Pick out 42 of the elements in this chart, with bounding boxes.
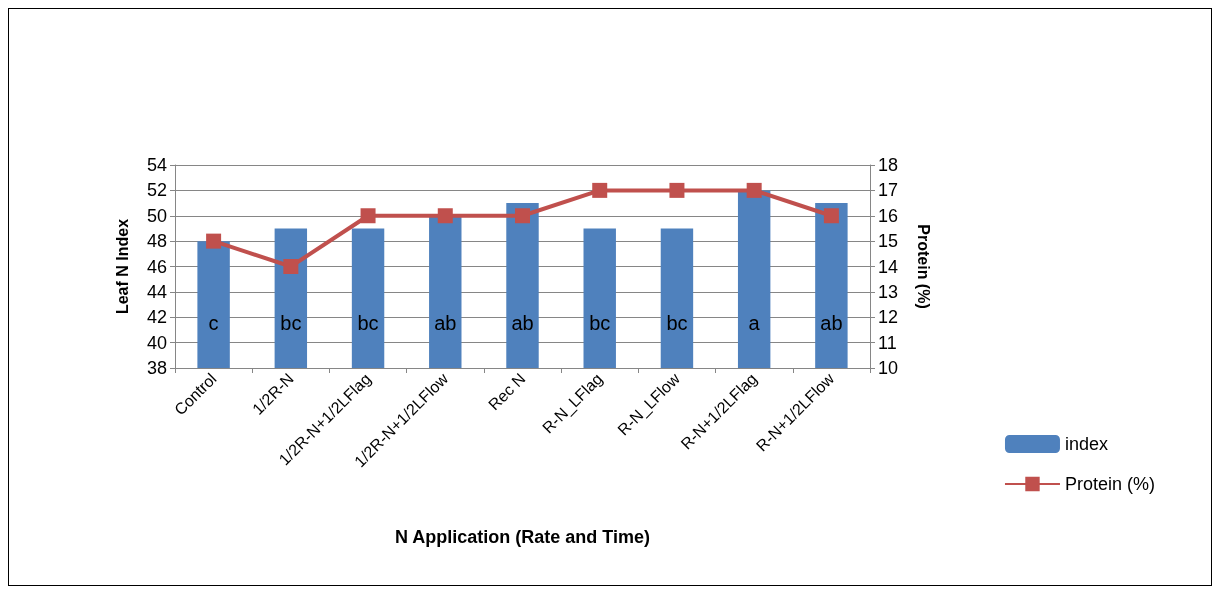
y-tick-label: 52 bbox=[146, 180, 167, 201]
y-tick-label: 48 bbox=[146, 231, 167, 252]
point bbox=[592, 182, 608, 198]
y-tick-label: 42 bbox=[146, 307, 167, 328]
y2-tick-label: 10 bbox=[878, 358, 899, 378]
y-axis-title: Leaf N Index bbox=[113, 218, 131, 315]
y-tick-label: 50 bbox=[146, 205, 167, 226]
y-tick-label: 38 bbox=[146, 358, 167, 378]
point bbox=[823, 208, 839, 224]
y2-tick-label: 18 bbox=[878, 155, 899, 175]
annotation: bc bbox=[589, 312, 611, 334]
legend-label: index bbox=[1064, 434, 1108, 454]
point bbox=[746, 182, 762, 198]
legend-label: Protein (%) bbox=[1064, 474, 1155, 494]
point bbox=[283, 259, 299, 274]
y2-tick-label: 15 bbox=[878, 231, 899, 252]
point bbox=[206, 233, 222, 249]
y2-tick-label: 11 bbox=[878, 332, 897, 353]
y2-tick-label: 17 bbox=[878, 180, 899, 201]
y2-axis-title: Protein (%) bbox=[914, 224, 932, 309]
x-tick-label: Rec N bbox=[485, 369, 529, 414]
annotation: bc bbox=[280, 312, 302, 334]
annotation: ab bbox=[434, 312, 457, 334]
point bbox=[669, 182, 685, 198]
annotation: bc bbox=[357, 312, 379, 334]
y-tick-label: 40 bbox=[146, 332, 167, 353]
y2-tick-label: 14 bbox=[878, 256, 899, 277]
y-tick-label: 46 bbox=[146, 256, 167, 277]
y-tick-label: 54 bbox=[146, 155, 167, 175]
annotation: c bbox=[208, 312, 219, 334]
y-tick-label: 44 bbox=[146, 281, 167, 302]
annotation: ab bbox=[511, 312, 534, 334]
annotation: a bbox=[748, 312, 761, 334]
y2-tick-label: 13 bbox=[878, 281, 899, 302]
point bbox=[360, 208, 376, 224]
annotation: ab bbox=[820, 312, 843, 334]
y2-tick-label: 12 bbox=[878, 307, 899, 328]
point bbox=[515, 208, 530, 224]
y2-tick-label: 16 bbox=[878, 205, 899, 226]
annotation: bc bbox=[666, 312, 688, 334]
point bbox=[437, 208, 453, 224]
x-axis-title: N Application (Rate and Time) bbox=[394, 527, 651, 547]
